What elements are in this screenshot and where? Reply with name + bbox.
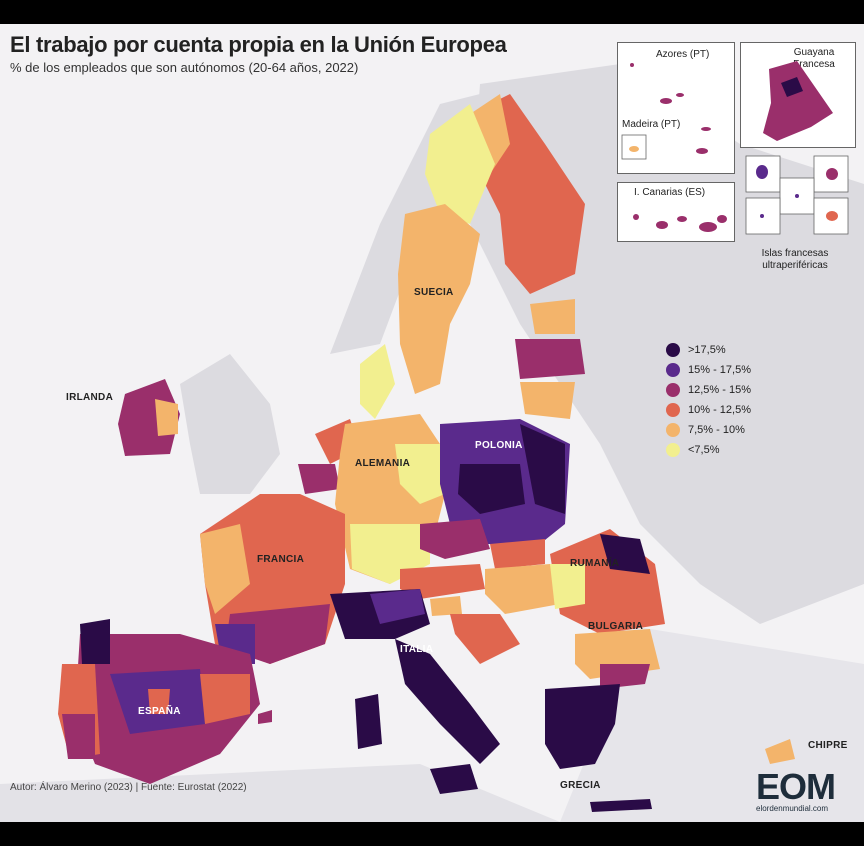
legend-swatch (666, 343, 680, 357)
region-romania-w (550, 564, 585, 609)
region-cyprus (765, 739, 795, 764)
region-spain-nw (80, 619, 110, 664)
region-czechia (420, 519, 490, 559)
legend-item: 15% - 17,5% (666, 360, 751, 380)
region-romania-ne (600, 534, 650, 574)
region-sweden-south (398, 204, 480, 394)
label-alemania: ALEMANIA (355, 458, 411, 469)
region-portugal-s (62, 714, 95, 759)
legend-item: 12,5% - 15% (666, 380, 751, 400)
eom-logo: EOM elordenmundial.com (756, 766, 856, 814)
legend-label: 12,5% - 15% (688, 384, 751, 396)
inset-label-madeira: Madeira (PT) (622, 119, 681, 130)
region-hungary (485, 564, 560, 614)
logo-text: EOM (756, 766, 836, 807)
region-italy-ne (370, 589, 425, 624)
region-crete (590, 799, 652, 812)
footer-credit: Autor: Álvaro Merino (2023) | Fuente: Eu… (10, 782, 247, 793)
region-lithuania (520, 382, 575, 419)
legend-item: <7,5% (666, 440, 751, 460)
label-polonia: POLONIA (475, 440, 523, 451)
inset-guayana-shape (763, 61, 833, 141)
label-rumania: RUMANÍA (570, 558, 620, 569)
map-subtitle: % de los empleados que son autónomos (20… (10, 60, 359, 75)
inset-guayana: Guayana Francesa (740, 42, 856, 148)
region-denmark (360, 344, 395, 419)
label-bulgaria: BULGARIA (588, 621, 644, 632)
legend-label: 7,5% - 10% (688, 424, 745, 436)
legend: >17,5% 15% - 17,5% 12,5% - 15% 10% - 12,… (666, 340, 751, 460)
label-francia: FRANCIA (257, 554, 305, 565)
region-estonia (530, 299, 575, 334)
region-greece (545, 684, 620, 769)
label-espana: ESPAÑA (138, 706, 181, 717)
label-chipre: CHIPRE (808, 740, 848, 751)
region-latvia (515, 339, 585, 379)
inset-canarias: I. Canarias (ES) (617, 182, 735, 242)
region-poland-center (458, 464, 525, 514)
region-bulgaria-s (600, 664, 650, 689)
map-frame: El trabajo por cuenta propia en la Unión… (0, 24, 864, 822)
logo-url: elordenmundial.com (756, 804, 829, 813)
region-sicily (430, 764, 478, 794)
region-ireland-east (155, 399, 178, 436)
region-spain-e (200, 674, 250, 724)
non-eu-uk (180, 354, 280, 494)
legend-label: 10% - 12,5% (688, 404, 751, 416)
legend-swatch (666, 423, 680, 437)
legend-item: 7,5% - 10% (666, 420, 751, 440)
label-suecia: SUECIA (414, 287, 454, 298)
label-italia: ITALIA (400, 644, 434, 655)
legend-item: >17,5% (666, 340, 751, 360)
region-croatia (450, 614, 520, 664)
region-sardinia (355, 694, 382, 749)
region-france-west (200, 524, 250, 614)
legend-label: <7,5% (688, 444, 720, 456)
inset-azores-shapes (621, 63, 711, 160)
map-title: El trabajo por cuenta propia en la Unión… (10, 32, 507, 57)
legend-label: >17,5% (688, 344, 726, 356)
region-madrid (148, 689, 170, 714)
region-sweden-north (425, 104, 495, 224)
legend-label: 15% - 17,5% (688, 364, 751, 376)
label-irlanda: IRLANDA (66, 392, 114, 403)
legend-swatch (666, 403, 680, 417)
inset-label-azores: Azores (PT) (656, 49, 710, 60)
inset-azores-madeira: Azores (PT) Madeira (PT) (617, 42, 735, 174)
region-germany-east (395, 444, 445, 504)
region-ireland (118, 379, 180, 456)
inset-label-guayana: Guayana Francesa (793, 47, 835, 70)
legend-swatch (666, 363, 680, 377)
label-grecia: GRECIA (560, 780, 601, 791)
region-belgium (298, 464, 340, 494)
legend-swatch (666, 383, 680, 397)
inset-islas-francesas (745, 155, 849, 235)
region-slovenia (430, 596, 462, 616)
non-eu-africa (0, 764, 560, 822)
inset-label-canarias: I. Canarias (ES) (634, 187, 706, 198)
region-poland-east (520, 424, 565, 514)
legend-swatch (666, 443, 680, 457)
region-austria (400, 564, 485, 599)
region-italy (395, 639, 500, 764)
region-slovakia (490, 539, 545, 569)
legend-item: 10% - 12,5% (666, 400, 751, 420)
inset-label-islas: Islas francesas ultraperiféricas (761, 248, 829, 271)
inset-canarias-shapes (633, 214, 727, 232)
region-balearics (258, 710, 272, 724)
